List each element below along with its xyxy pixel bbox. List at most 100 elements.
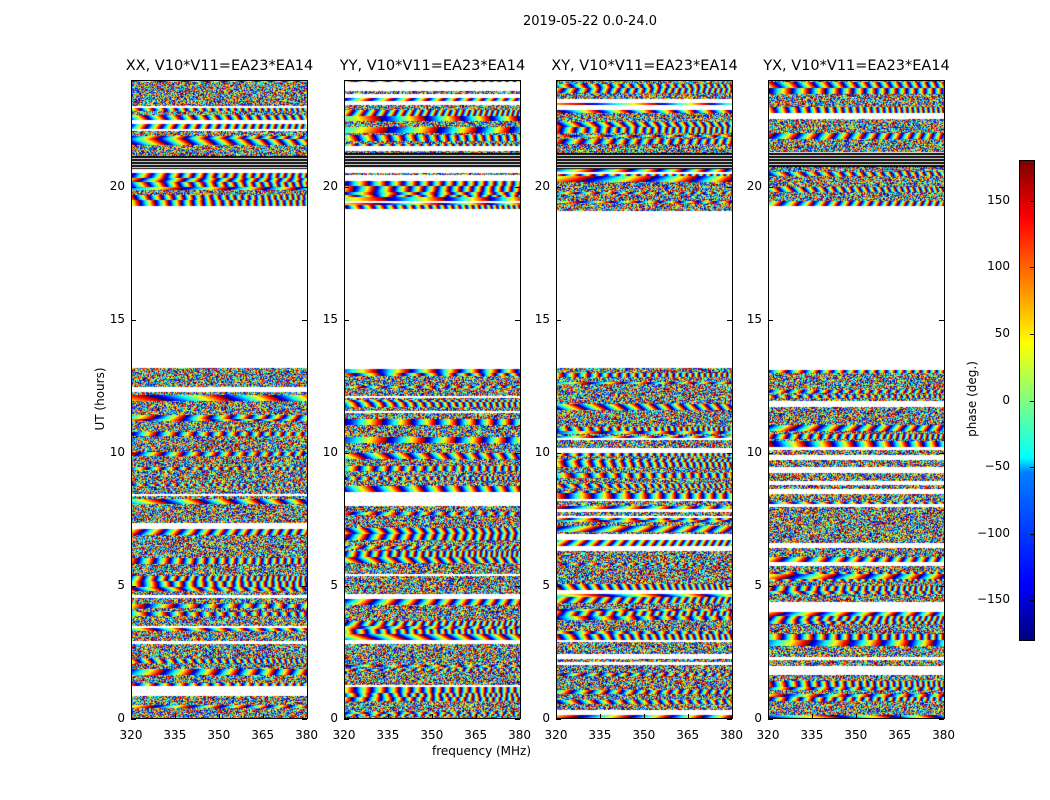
panel-title: XX, V10*V11=EA23*EA14 (125, 58, 314, 74)
y-tick-mark (131, 452, 136, 454)
y-tick-label: 0 (542, 711, 550, 725)
y-tick-label: 20 (534, 178, 550, 193)
x-tick-mark (218, 714, 220, 719)
y-tick-mark (515, 319, 520, 321)
y-tick-mark (727, 585, 732, 587)
y-tick-mark (302, 319, 307, 321)
axes-frame (131, 80, 308, 719)
y-tick-label: 0 (117, 711, 125, 725)
x-tick-mark (131, 714, 132, 719)
y-tick-mark (131, 719, 136, 720)
y-tick-mark (727, 319, 732, 321)
x-tick-label: 335 (800, 728, 824, 742)
x-tick-mark (519, 714, 521, 719)
x-tick-label: 335 (376, 728, 400, 742)
y-tick-mark (515, 186, 520, 188)
y-tick-mark (556, 452, 561, 454)
figure-title: 2019-05-22 0.0-24.0 (523, 14, 657, 29)
y-tick-label: 5 (117, 577, 125, 592)
panel-1: YY, V10*V11=EA23*EA14 320 335 350 365 380 0 5 10… (323, 58, 531, 742)
x-tick-label: 320 (544, 728, 568, 742)
phase-waterfall (768, 80, 945, 719)
x-tick-label: 350 (844, 728, 868, 742)
y-tick-mark (727, 186, 732, 188)
panel-title: XY, V10*V11=EA23*EA14 (551, 58, 738, 74)
y-tick-label: 10 (109, 444, 125, 459)
y-tick-label: 5 (330, 577, 338, 592)
y-tick-mark (768, 719, 773, 720)
x-tick-label: 365 (888, 728, 912, 742)
y-tick-mark (939, 719, 944, 720)
y-tick-mark (727, 452, 732, 454)
y-tick-mark (131, 585, 136, 587)
x-tick-mark (731, 714, 733, 719)
x-tick-mark (262, 714, 264, 719)
x-tick-label: 335 (588, 728, 612, 742)
x-tick-mark (943, 714, 945, 719)
axes-frame (556, 80, 733, 719)
panel-2: XY, V10*V11=EA23*EA14 320 335 350 365 380 0 5 10… (535, 58, 743, 742)
y-tick-mark (939, 186, 944, 188)
colorbar-tick-mark (1030, 333, 1035, 335)
y-tick-mark (344, 319, 349, 321)
y-tick-label: 0 (330, 711, 338, 725)
x-tick-mark (899, 714, 901, 719)
y-tick-mark (131, 186, 136, 188)
y-tick-mark (302, 186, 307, 188)
y-tick-mark (515, 452, 520, 454)
x-tick-mark (306, 714, 308, 719)
y-tick-label: 15 (109, 311, 125, 326)
panel-0: XX, V10*V11=EA23*EA14 320 335 350 365 380 0 5 10… (110, 58, 318, 742)
x-tick-label: 320 (119, 728, 143, 742)
colorbar-tick-label: 150 (987, 192, 1010, 207)
y-tick-mark (556, 319, 561, 321)
y-tick-label: 15 (534, 311, 550, 326)
x-tick-label: 350 (207, 728, 231, 742)
y-tick-mark (344, 719, 349, 720)
y-tick-mark (768, 319, 773, 321)
x-tick-mark (855, 714, 857, 719)
y-tick-mark (768, 585, 773, 587)
colorbar-tick-mark (1030, 400, 1035, 402)
y-axis-label: UT (hours) (93, 367, 107, 431)
y-tick-label: 5 (754, 577, 762, 592)
y-tick-label: 0 (754, 711, 762, 725)
y-tick-mark (302, 719, 307, 720)
panel-title: YY, V10*V11=EA23*EA14 (339, 58, 526, 74)
y-tick-label: 15 (322, 311, 338, 326)
x-tick-label: 380 (295, 728, 318, 742)
y-tick-mark (344, 452, 349, 454)
y-tick-mark (556, 719, 561, 720)
x-tick-mark (643, 714, 645, 719)
y-tick-label: 10 (746, 444, 762, 459)
colorbar: 150 100 50 0 −50 −100 −150 (977, 160, 1035, 641)
phase-waterfall (556, 80, 733, 719)
y-tick-mark (515, 719, 520, 720)
y-tick-label: 15 (746, 311, 762, 326)
y-tick-label: 20 (322, 178, 338, 193)
y-tick-mark (556, 186, 561, 188)
colorbar-tick-mark (1030, 600, 1035, 602)
colorbar-label: phase (deg.) (965, 361, 979, 437)
y-tick-label: 10 (322, 444, 338, 459)
x-tick-label: 380 (932, 728, 955, 742)
y-tick-label: 20 (746, 178, 762, 193)
colorbar-tick-mark (1030, 467, 1035, 469)
panel-title: YX, V10*V11=EA23*EA14 (763, 58, 950, 74)
y-tick-mark (302, 585, 307, 587)
y-tick-mark (939, 319, 944, 321)
x-tick-label: 320 (332, 728, 356, 742)
y-tick-mark (344, 186, 349, 188)
x-tick-label: 320 (756, 728, 780, 742)
x-tick-label: 380 (720, 728, 743, 742)
y-tick-mark (768, 186, 773, 188)
colorbar-tick-label: 50 (994, 325, 1010, 340)
x-tick-mark (344, 714, 345, 719)
x-tick-mark (174, 714, 176, 719)
phase-waterfall (131, 80, 308, 719)
x-tick-label: 350 (632, 728, 656, 742)
colorbar-tick-label: 0 (1002, 392, 1010, 407)
x-tick-mark (599, 714, 601, 719)
y-tick-label: 10 (534, 444, 550, 459)
